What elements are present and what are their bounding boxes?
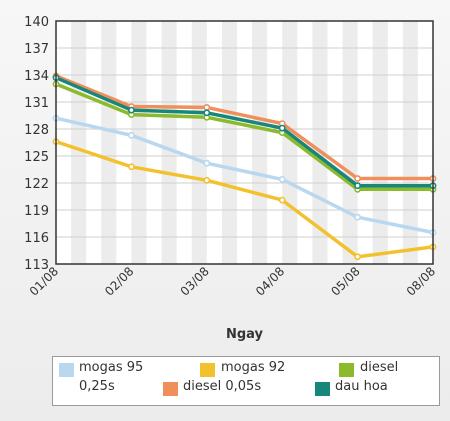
- legend-label: dau hoa: [335, 379, 388, 394]
- series-line: [55, 74, 433, 181]
- y-tick-label: 119: [24, 204, 49, 219]
- grid-band: [342, 21, 358, 264]
- y-tick-label: 113: [24, 258, 49, 273]
- legend-swatch: [339, 363, 354, 377]
- x-tick-label: 05/08: [328, 264, 362, 298]
- grid-lines: [56, 47, 433, 238]
- grid-band: [71, 21, 87, 264]
- y-tick-label: 125: [24, 150, 49, 165]
- series-line: [55, 82, 433, 192]
- grid-band: [131, 21, 147, 264]
- x-axis-label: Ngay: [226, 327, 264, 342]
- data-point: [203, 109, 211, 117]
- y-tick-label: 128: [24, 123, 49, 138]
- series-line: [55, 76, 433, 188]
- data-point: [127, 106, 135, 114]
- y-tick-label: 137: [24, 42, 49, 57]
- grid-band: [252, 21, 268, 264]
- data-point: [354, 213, 361, 221]
- legend-label-continued: 0,25s: [79, 379, 115, 394]
- data-point: [203, 159, 211, 167]
- legend-label: mogas 95: [79, 360, 144, 375]
- data-point: [278, 124, 286, 132]
- legend-swatch: [59, 363, 74, 377]
- x-tick-label: 03/08: [178, 264, 212, 298]
- x-tick-label: 08/08: [404, 264, 438, 298]
- legend-swatch: [163, 382, 178, 396]
- legend-label: mogas 92: [221, 360, 286, 375]
- grid-band: [372, 21, 388, 264]
- data-point: [203, 104, 211, 111]
- y-tick-label: 140: [24, 15, 49, 30]
- grid-band: [312, 21, 328, 264]
- data-point: [203, 176, 211, 184]
- grid-band: [221, 21, 237, 264]
- grid-band: [161, 21, 177, 264]
- series-line: [55, 116, 434, 235]
- x-tick-label: 04/08: [253, 264, 287, 298]
- data-point: [278, 196, 286, 204]
- series-0: [52, 114, 437, 236]
- legend-swatch: [315, 382, 330, 396]
- data-point: [127, 163, 135, 171]
- data-point: [278, 175, 286, 183]
- y-axis-ticks: 113 116 119 122 125 128 131 134 137 140: [24, 15, 49, 273]
- data-point: [127, 131, 135, 139]
- x-tick-label: 02/08: [102, 264, 136, 298]
- legend-label: diesel 0,05s: [183, 379, 262, 394]
- y-tick-label: 122: [24, 177, 49, 192]
- grid-band: [402, 21, 418, 264]
- grid-band: [191, 21, 207, 264]
- y-tick-label: 116: [24, 231, 49, 246]
- plot-area: [56, 21, 433, 264]
- y-tick-label: 134: [24, 69, 49, 84]
- legend-label: diesel: [360, 360, 399, 375]
- x-axis-ticks: 01/08 02/08 03/08 04/08 05/08 08/08: [27, 264, 438, 298]
- y-tick-label: 131: [24, 96, 49, 111]
- grid-columns: [71, 21, 418, 264]
- plot-border: [55, 20, 434, 265]
- data-point: [354, 253, 361, 261]
- series-1: [52, 138, 437, 261]
- legend: mogas 95 mogas 92 diesel 0,25s diesel 0,05s d…: [52, 356, 440, 406]
- legend-swatch: [200, 363, 215, 377]
- grid-band: [101, 21, 117, 264]
- data-point: [354, 182, 361, 190]
- series-line: [55, 139, 434, 259]
- data-point: [354, 175, 361, 182]
